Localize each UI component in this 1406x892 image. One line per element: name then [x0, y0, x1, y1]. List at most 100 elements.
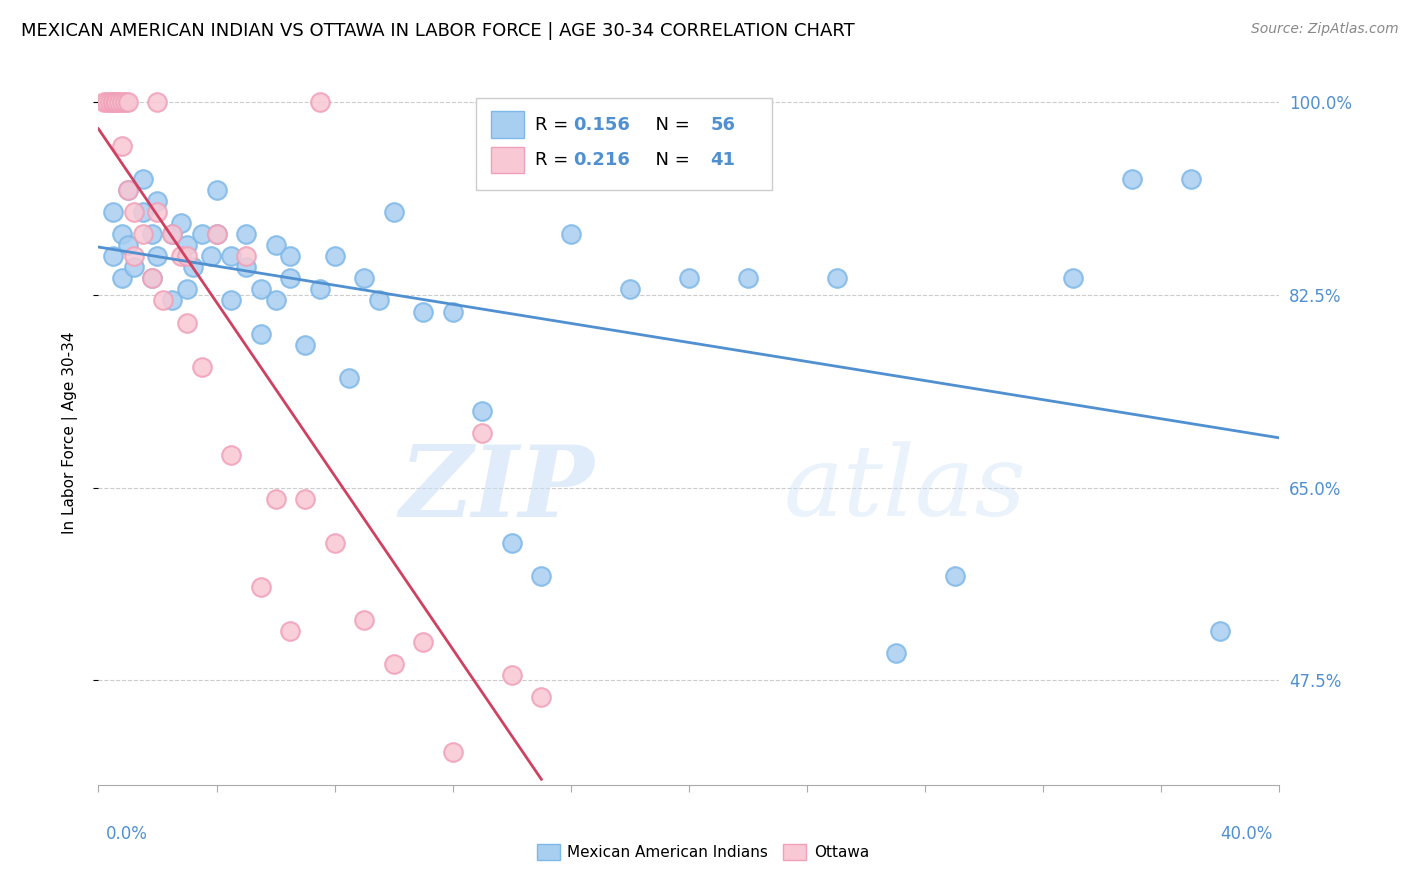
Text: MEXICAN AMERICAN INDIAN VS OTTAWA IN LABOR FORCE | AGE 30-34 CORRELATION CHART: MEXICAN AMERICAN INDIAN VS OTTAWA IN LAB…	[21, 22, 855, 40]
Point	[117, 183, 139, 197]
Point	[280, 624, 302, 638]
Point	[501, 535, 523, 549]
Point	[280, 250, 302, 264]
Point	[205, 227, 228, 242]
Point	[412, 635, 434, 649]
Point	[1062, 271, 1084, 285]
Point	[111, 139, 134, 153]
Point	[170, 250, 193, 264]
Point	[884, 646, 907, 660]
Point	[501, 668, 523, 682]
Point	[353, 271, 375, 285]
Point	[339, 370, 361, 384]
Point	[176, 250, 198, 264]
Point	[221, 448, 243, 462]
Point	[264, 238, 287, 252]
Point	[105, 95, 128, 110]
Point	[353, 613, 375, 627]
Point	[530, 568, 553, 582]
Point	[294, 491, 316, 506]
Point	[221, 250, 243, 264]
Point	[471, 425, 494, 440]
Point	[1121, 172, 1143, 186]
Point	[205, 183, 228, 197]
FancyBboxPatch shape	[477, 98, 772, 189]
Point	[103, 95, 125, 110]
Point	[176, 316, 198, 330]
Point	[250, 283, 273, 297]
Point	[96, 95, 118, 110]
Point	[737, 271, 759, 285]
Point	[825, 271, 848, 285]
Point	[117, 95, 139, 110]
Point	[146, 250, 169, 264]
Point	[441, 304, 464, 318]
Text: R =: R =	[536, 116, 575, 134]
Point	[280, 271, 302, 285]
Point	[382, 205, 405, 219]
Point	[471, 403, 494, 417]
Bar	[491, 146, 523, 173]
Point	[294, 337, 316, 351]
Point	[200, 250, 222, 264]
Text: N =: N =	[644, 151, 696, 169]
Point	[146, 95, 169, 110]
Text: ZIP: ZIP	[399, 441, 595, 537]
Point	[323, 535, 346, 549]
Point	[162, 293, 183, 308]
Point	[114, 95, 136, 110]
Point	[146, 205, 169, 219]
Point	[441, 745, 464, 759]
Point	[176, 238, 198, 252]
Point	[103, 95, 125, 110]
Point	[943, 568, 966, 582]
Point	[1180, 172, 1202, 186]
Point	[162, 227, 183, 242]
Bar	[491, 112, 523, 138]
Point	[619, 283, 641, 297]
Point	[412, 304, 434, 318]
Point	[264, 293, 287, 308]
Point	[309, 283, 332, 297]
Text: 0.0%: 0.0%	[105, 825, 148, 843]
Point	[678, 271, 700, 285]
Legend: Mexican American Indians, Ottawa: Mexican American Indians, Ottawa	[530, 838, 876, 866]
Point	[117, 183, 139, 197]
Point	[221, 293, 243, 308]
Point	[235, 250, 257, 264]
Point	[103, 205, 125, 219]
Point	[530, 690, 553, 704]
Point	[132, 227, 155, 242]
Point	[235, 260, 257, 275]
Point	[250, 326, 273, 341]
Point	[141, 271, 163, 285]
Text: R =: R =	[536, 151, 575, 169]
Point	[264, 491, 287, 506]
Point	[146, 194, 169, 209]
Point	[1209, 624, 1232, 638]
Point	[152, 293, 174, 308]
Point	[103, 250, 125, 264]
Point	[105, 95, 128, 110]
Point	[382, 657, 405, 671]
Point	[111, 271, 134, 285]
Point	[191, 227, 214, 242]
Point	[108, 95, 131, 110]
Point	[323, 250, 346, 264]
Point	[309, 95, 332, 110]
Text: 40.0%: 40.0%	[1220, 825, 1272, 843]
Text: 0.156: 0.156	[574, 116, 630, 134]
Point	[181, 260, 204, 275]
Text: N =: N =	[644, 116, 696, 134]
Point	[250, 580, 273, 594]
Point	[368, 293, 391, 308]
Point	[205, 227, 228, 242]
Point	[111, 95, 134, 110]
Point	[117, 238, 139, 252]
Point	[93, 95, 115, 110]
Point	[162, 227, 183, 242]
Text: 41: 41	[710, 151, 735, 169]
Point	[132, 172, 155, 186]
Point	[122, 250, 145, 264]
Point	[235, 227, 257, 242]
